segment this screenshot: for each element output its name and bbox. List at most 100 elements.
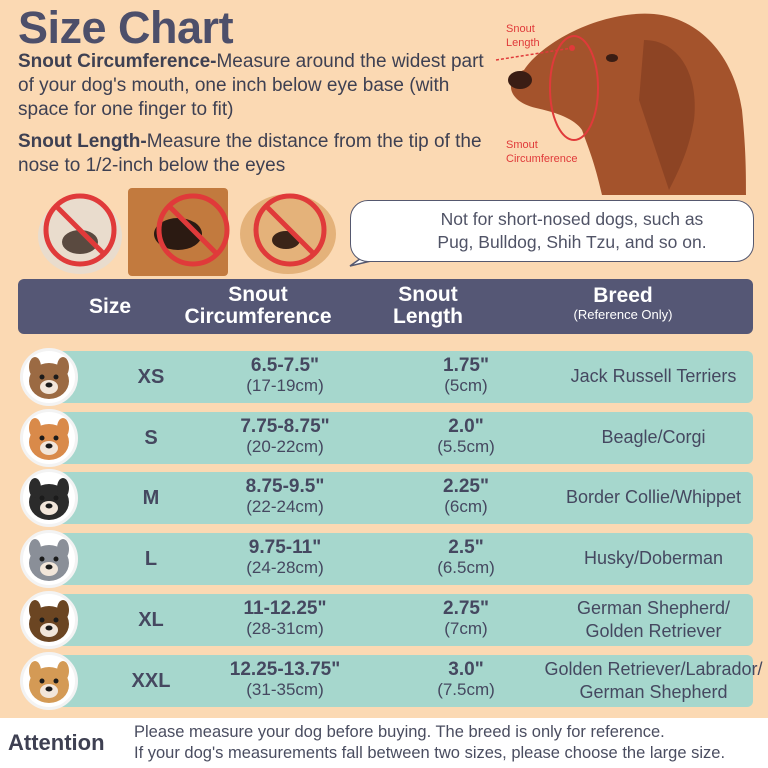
size-cell: M (142, 487, 160, 509)
breed-line: Husky/Doberman (583, 548, 724, 568)
length-inches: 3.0" (448, 659, 484, 680)
circumference-instructions: Snout Circumference-Measure around the w… (18, 50, 498, 122)
dog-avatar-icon (20, 652, 78, 710)
short-nose-warning: Not for short-nosed dogs, such as Pug, B… (350, 200, 754, 262)
attention-label: Attention (8, 730, 105, 755)
circumference-cell: 9.75-11" (24-28cm) (210, 538, 360, 578)
attention-footer: Attention Please measure your dog before… (0, 718, 768, 768)
length-cm: (7cm) (444, 619, 488, 638)
attention-line-1: Please measure your dog before buying. T… (134, 723, 665, 741)
length-cm: (7.5cm) (437, 680, 495, 699)
length-heading: Snout Length- (18, 131, 147, 152)
circumference-heading: Snout Circumference- (18, 51, 217, 72)
length-inches: 1.75" (443, 355, 489, 376)
circumference-cm: (31-35cm) (246, 680, 324, 699)
length-cell: 3.0" (7.5cm) (416, 660, 516, 700)
breed-line: Golden Retriever (585, 621, 722, 641)
dog-avatar-icon (20, 469, 78, 527)
breed-cell: Golden Retriever/Labrador/German Shepher… (516, 658, 768, 704)
breed-line: German Shepherd/ (576, 598, 731, 618)
table-row: XS 6.5-7.5" (17-19cm) 1.75" (5cm) Jack Russel… (38, 351, 753, 403)
breed-line: Border Collie/Whippet (565, 487, 742, 507)
header-size: Size (88, 295, 132, 318)
length-cell: 2.75" (7cm) (416, 599, 516, 639)
length-cm: (6.5cm) (437, 558, 495, 577)
short-nosed-dogs (38, 188, 336, 276)
table-row: S 7.75-8.75" (20-22cm) 2.0" (5.5cm) Beagle/Co… (38, 412, 753, 464)
dog-avatar-icon (20, 348, 78, 406)
circumference-inches: 7.75-8.75" (240, 416, 330, 437)
snout-circumference-label-line1: Smout (506, 139, 538, 151)
length-inches: 2.75" (443, 598, 489, 619)
attention-line-2: If your dog's measurements fall between … (134, 744, 726, 762)
breed-line: German Shepherd (579, 682, 728, 702)
header-circumference: Snout Circumference (168, 284, 348, 328)
circumference-cell: 8.75-9.5" (22-24cm) (210, 477, 360, 517)
header-length-line2: Length (393, 305, 463, 328)
snout-circumference-label: Smout Circumference (506, 139, 578, 165)
size-cell: S (144, 427, 158, 449)
size-cell: XS (137, 366, 165, 388)
length-inches: 2.0" (448, 416, 484, 437)
circumference-inches: 8.75-9.5" (245, 476, 325, 497)
circumference-inches: 6.5-7.5" (250, 355, 320, 376)
header-breed-title: Breed (593, 284, 653, 307)
dog-avatar-icon (20, 591, 78, 649)
length-cell: 2.25" (6cm) (416, 477, 516, 517)
breed-cell: Husky/Doberman (516, 547, 768, 570)
size-cell: XL (138, 609, 164, 631)
dog-avatar-icon (20, 409, 78, 467)
header-breed-subtitle: (Reference Only) (573, 307, 673, 322)
snout-length-label-line1: Snout (506, 23, 535, 35)
length-cell: 2.5" (6.5cm) (416, 538, 516, 578)
circumference-cm: (22-24cm) (246, 497, 324, 516)
header-circumference-line1: Snout (228, 283, 288, 306)
header-length: Snout Length (378, 284, 478, 328)
circumference-cell: 6.5-7.5" (17-19cm) (210, 356, 360, 396)
snout-circumference-label-line2: Circumference (506, 153, 578, 165)
circumference-inches: 12.25-13.75" (229, 659, 341, 680)
length-cell: 2.0" (5.5cm) (416, 417, 516, 457)
circumference-cell: 12.25-13.75" (31-35cm) (210, 660, 360, 700)
warning-line-2: Pug, Bulldog, Shih Tzu, and so on. (437, 232, 707, 252)
length-cell: 1.75" (5cm) (416, 356, 516, 396)
size-cell: L (144, 548, 158, 570)
breed-cell: Jack Russell Terriers (516, 365, 768, 388)
breed-line: Jack Russell Terriers (570, 366, 737, 386)
warning-line-1: Not for short-nosed dogs, such as (440, 209, 704, 229)
bulldog-prohibited-icon (128, 188, 230, 276)
table-row: L 9.75-11" (24-28cm) 2.5" (6.5cm) Husky/Dober… (38, 533, 753, 585)
length-cm: (5cm) (444, 376, 488, 395)
length-cm: (5.5cm) (437, 437, 495, 456)
snout-length-label-line2: Length (506, 37, 540, 49)
breed-cell: Border Collie/Whippet (516, 486, 768, 509)
table-row: XXL 12.25-13.75" (31-35cm) 3.0" (7.5cm) Golde… (38, 655, 763, 707)
breed-cell: German Shepherd/Golden Retriever (516, 597, 768, 643)
snout-length-label: Snout Length (506, 23, 540, 49)
table-row: M 8.75-9.5" (22-24cm) 2.25" (6cm) Border Coll… (38, 472, 753, 524)
pug-prohibited-icon (38, 193, 122, 274)
breed-line: Golden Retriever/Labrador/ (544, 659, 763, 679)
breed-line: Beagle/Corgi (601, 427, 706, 447)
circumference-inches: 11-12.25" (243, 598, 327, 619)
dog-avatar-icon (20, 530, 78, 588)
dog-measurement-diagram: Snout Length Smout Circumference (495, 13, 746, 195)
circumference-cm: (28-31cm) (246, 619, 324, 638)
header-breed: Breed (Reference Only) (523, 285, 723, 323)
length-inches: 2.5" (448, 537, 484, 558)
circumference-inches: 9.75-11" (248, 537, 322, 558)
circumference-text: Measure around the widest part of your d… (18, 51, 484, 120)
circumference-cm: (20-22cm) (246, 437, 324, 456)
circumference-cm: (24-28cm) (246, 558, 324, 577)
shih-tzu-prohibited-icon (240, 193, 336, 274)
header-circumference-line2: Circumference (184, 305, 332, 328)
header-length-line1: Snout (398, 283, 458, 306)
length-text: Measure the distance from the tip of the… (18, 131, 482, 176)
attention-note: Please measure your dog before buying. T… (134, 722, 725, 764)
circumference-cell: 7.75-8.75" (20-22cm) (210, 417, 360, 457)
table-row: XL 11-12.25" (28-31cm) 2.75" (7cm) German She… (38, 594, 753, 646)
circumference-cm: (17-19cm) (246, 376, 324, 395)
length-cm: (6cm) (444, 497, 488, 516)
circumference-cell: 11-12.25" (28-31cm) (210, 599, 360, 639)
size-cell: XXL (131, 670, 171, 692)
